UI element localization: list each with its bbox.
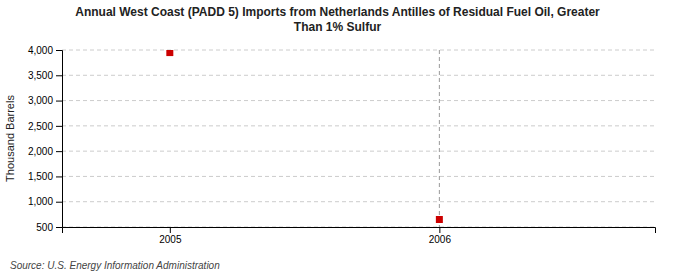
y-tick-label: 1,000	[28, 196, 53, 207]
y-tick: 2,500	[28, 121, 62, 132]
y-tick-mark	[56, 101, 62, 102]
y-tick-mark	[56, 75, 62, 76]
y-tick: 2,000	[28, 146, 62, 157]
x-axis: 2005 2006	[63, 227, 656, 245]
y-tick: 1,500	[28, 171, 62, 182]
y-tick-mark	[56, 176, 62, 177]
y-tick: 4,000	[28, 45, 62, 56]
source: Source: U.S. Energy Information Administ…	[10, 260, 220, 271]
y-tick: 3,000	[28, 95, 62, 106]
title-line: Than 1% Sulfur	[294, 20, 382, 34]
y-tick: 500	[36, 222, 62, 233]
y-tick: 1,000	[28, 196, 62, 207]
point	[436, 216, 443, 223]
y-tick-mark	[56, 126, 62, 127]
grid-line	[62, 151, 655, 152]
marks	[166, 50, 443, 227]
y-tick-label: 3,500	[28, 70, 53, 81]
y-tick-mark	[56, 227, 62, 228]
y-tick-mark	[56, 151, 62, 152]
x-tick-label: 2006	[429, 234, 452, 245]
grid-line	[62, 75, 655, 76]
y-tick-mark	[56, 202, 62, 203]
y-tick: 3,500	[28, 70, 62, 81]
y-tick-label: 500	[36, 222, 53, 233]
y-tick-label: 2,500	[28, 121, 53, 132]
grid	[62, 50, 655, 227]
x-axis-line	[63, 228, 656, 234]
y-tick-label: 1,500	[28, 171, 53, 182]
y-tick-label: 3,000	[28, 95, 53, 106]
y-axis-line	[56, 51, 63, 228]
y-tick-label: 2,000	[28, 146, 53, 157]
x-tick-label: 2005	[159, 234, 182, 245]
y-axis: 500 1,000 1,500 2,000 2,500 3,000 3,500 4,000	[28, 45, 63, 233]
y-tick-mark	[56, 50, 62, 51]
title-line: Annual West Coast (PADD 5) Imports from …	[75, 5, 600, 19]
x-tick-mark	[170, 227, 171, 233]
chart: Annual West Coast (PADD 5) Imports from …	[0, 0, 675, 275]
grid-line	[62, 125, 655, 126]
grid-line	[62, 100, 655, 101]
point	[166, 50, 173, 56]
y-axis-title: Thousand Barrels	[4, 95, 16, 182]
y-tick-label: 4,000	[28, 45, 53, 56]
plot: 500 1,000 1,500 2,000 2,500 3,000 3,500 4,000 20…	[28, 45, 656, 245]
x-tick: 2006	[429, 227, 452, 245]
grid-line	[62, 50, 655, 51]
title: Annual West Coast (PADD 5) Imports from …	[75, 5, 600, 34]
x-tick-mark	[439, 227, 440, 233]
reference-line	[439, 50, 440, 227]
grid-line	[62, 176, 655, 177]
x-tick: 2005	[159, 227, 182, 245]
grid-line	[62, 201, 655, 202]
